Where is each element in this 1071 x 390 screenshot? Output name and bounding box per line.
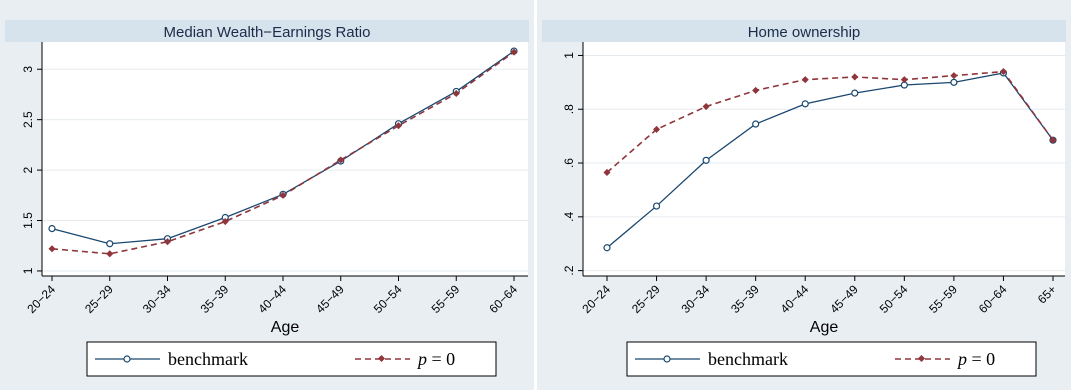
data-point-p0 — [950, 72, 958, 80]
data-point-benchmark — [950, 78, 958, 86]
data-point-p0 — [48, 245, 56, 253]
panel-title-bar — [542, 20, 1066, 42]
data-point-p0 — [337, 156, 345, 164]
data-point-p0 — [221, 217, 229, 226]
y-tick-label: 2 — [21, 166, 35, 173]
y-axis: .2 .4 .6 .8 1 — [562, 42, 584, 276]
legend-p0-rest: = 0 — [967, 349, 995, 369]
plot-area — [583, 42, 1065, 276]
data-point-p0 — [702, 103, 710, 111]
y-tick-label: 1 — [21, 267, 35, 274]
legend-p0-marker — [917, 354, 926, 363]
data-point-p0 — [999, 68, 1007, 76]
data-point-p0 — [394, 122, 403, 130]
y-tick-label: .6 — [562, 158, 576, 168]
plot-area — [42, 42, 528, 276]
legend-p0-label: p = 0 — [956, 349, 995, 369]
data-point-p0 — [603, 168, 611, 176]
data-point-p0 — [163, 238, 172, 246]
y-tick-label: 3 — [21, 66, 35, 73]
gridlines — [42, 68, 528, 272]
legend-p0-rest: = 0 — [427, 349, 455, 369]
data-point-benchmark — [48, 224, 56, 233]
data-point-p0 — [752, 86, 760, 94]
x-axis-title: Age — [271, 319, 300, 336]
x-axis-title: Age — [810, 319, 839, 336]
y-tick-label: .2 — [562, 265, 576, 275]
series-benchmark-line — [606, 72, 1054, 249]
series-group — [603, 68, 1057, 252]
data-point-p0 — [452, 89, 460, 97]
data-point-p0 — [106, 250, 114, 258]
data-point-benchmark — [106, 240, 114, 248]
chart-title: Home ownership — [748, 24, 861, 41]
data-point-p0 — [851, 73, 859, 81]
y-axis: 1 1.5 2 2.5 3 — [21, 42, 43, 276]
y-tick-label: 1.5 — [21, 212, 35, 229]
legend-benchmark-marker — [663, 355, 671, 363]
legend-p0-var: p — [956, 349, 967, 369]
data-point-benchmark — [752, 120, 760, 128]
data-point-benchmark — [652, 202, 661, 210]
legend-benchmark-label: benchmark — [168, 349, 248, 369]
y-tick-label: 2.5 — [21, 111, 35, 128]
data-point-benchmark — [603, 244, 611, 252]
legend: benchmark p = 0 — [626, 341, 1037, 377]
data-point-p0 — [900, 76, 908, 84]
data-point-p0 — [279, 191, 287, 199]
y-tick-label: 1 — [562, 52, 576, 59]
data-point-benchmark — [702, 156, 710, 164]
data-point-benchmark — [801, 100, 809, 108]
series-p0-line — [606, 70, 1054, 174]
panel-title-bar — [5, 20, 529, 42]
legend-p0-var: p — [416, 349, 427, 369]
legend-benchmark-marker — [123, 355, 131, 363]
y-tick-label: .8 — [562, 104, 576, 114]
chart-title: Median Wealth−Earnings Ratio — [164, 24, 371, 41]
panel-wealth-earnings: Median Wealth−Earnings Ratio 1 1.5 2 2.5 3 2… — [0, 0, 534, 390]
y-tick-label: .4 — [562, 212, 576, 222]
data-point-p0 — [801, 76, 809, 84]
legend-p0-label: p = 0 — [416, 349, 455, 369]
legend: benchmark p = 0 — [86, 341, 497, 377]
gridlines — [583, 54, 1065, 272]
data-point-p0 — [653, 125, 661, 133]
data-point-benchmark — [851, 89, 859, 97]
legend-p0-marker — [377, 354, 386, 363]
data-point-p0 — [510, 48, 518, 56]
series-group — [48, 47, 518, 258]
panel-home-ownership: Home ownership .2.4.6.81 20−24 25−29 30−34… — [537, 0, 1071, 390]
legend-benchmark-label: benchmark — [708, 349, 788, 369]
